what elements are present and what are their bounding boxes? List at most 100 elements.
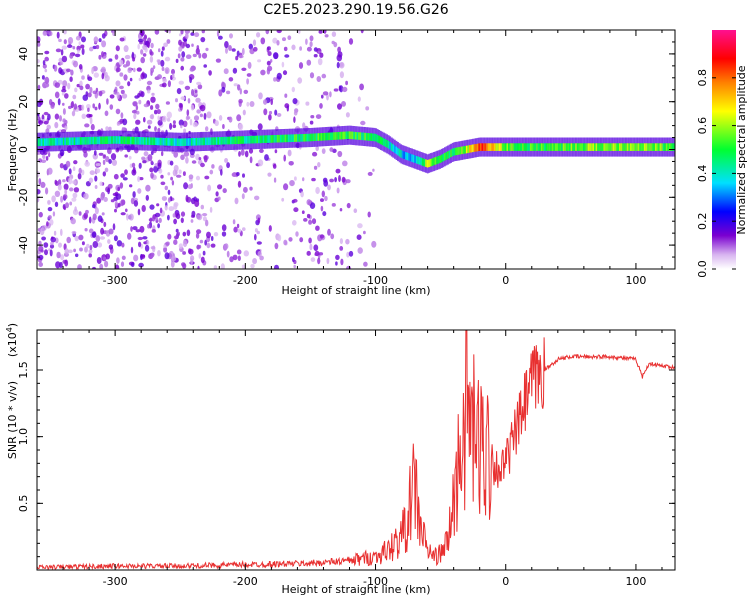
speckle-dot xyxy=(60,152,64,157)
speckle-dot xyxy=(329,178,334,183)
speckle-dot xyxy=(329,147,334,152)
speckle-dot xyxy=(218,89,223,97)
speckle-dot xyxy=(73,60,78,68)
ridge-core xyxy=(106,136,109,144)
speckle-dot xyxy=(339,85,344,93)
speckle-dot xyxy=(323,30,327,34)
speckle-dot xyxy=(58,38,62,43)
speckle-dot xyxy=(257,59,262,63)
ridge-core xyxy=(248,136,251,144)
ridge-core xyxy=(426,160,429,168)
speckle-dot xyxy=(113,235,118,242)
speckle-dot xyxy=(93,72,100,78)
speckle-dot xyxy=(75,35,81,41)
speckle-dot xyxy=(318,30,323,34)
ridge-core xyxy=(173,138,176,146)
speckle-dot xyxy=(63,183,69,190)
speckle-dot xyxy=(198,253,202,259)
ridge-core xyxy=(462,146,465,154)
speckle-dot xyxy=(181,262,186,267)
ridge-core xyxy=(239,136,242,144)
speckle-dot xyxy=(106,98,109,105)
y-tick-label: 40 xyxy=(17,47,30,61)
ridge-core xyxy=(412,154,415,163)
speckle-dot xyxy=(237,255,241,261)
speckle-dot xyxy=(72,192,78,199)
speckle-dot xyxy=(339,71,344,79)
ridge-core xyxy=(204,137,207,146)
speckle-dot xyxy=(244,150,249,158)
speckle-dot xyxy=(67,44,73,48)
ridge-core xyxy=(308,133,310,142)
speckle-dot xyxy=(322,177,328,183)
speckle-dot xyxy=(194,200,200,207)
speckle-dot xyxy=(276,113,282,117)
ridge-core xyxy=(542,143,545,151)
speckle-dot xyxy=(87,76,93,81)
speckle-dot xyxy=(123,74,128,81)
ridge-core xyxy=(276,134,279,143)
speckle-dot xyxy=(178,33,182,37)
ridge-core xyxy=(486,143,488,151)
speckle-dot xyxy=(163,246,168,253)
speckle-dot xyxy=(88,216,92,224)
ridge-core xyxy=(529,143,532,151)
speckle-dot xyxy=(60,228,63,236)
speckle-dot xyxy=(321,190,325,198)
speckle-dot xyxy=(317,162,321,168)
speckle-dot xyxy=(47,207,53,212)
speckle-dot xyxy=(124,169,128,175)
ridge-core xyxy=(651,143,654,151)
ridge-core xyxy=(111,136,113,144)
speckle-dot xyxy=(133,113,137,120)
ridge-core xyxy=(328,132,331,141)
ridge-core xyxy=(319,133,321,141)
ridge-core xyxy=(444,152,446,161)
speckle-dot xyxy=(108,228,114,235)
speckle-dot xyxy=(54,91,60,99)
speckle-dot xyxy=(313,54,318,58)
speckle-dot xyxy=(114,54,119,60)
speckle-dot xyxy=(149,167,154,173)
speckle-dot xyxy=(46,30,50,35)
x-tick-label: 100 xyxy=(625,575,646,588)
speckle-dot xyxy=(346,265,352,269)
speckle-dot xyxy=(140,56,145,64)
speckle-dot xyxy=(250,263,255,269)
speckle-dot xyxy=(189,67,195,72)
speckle-dot xyxy=(152,65,156,69)
speckle-dot xyxy=(221,86,226,93)
bottom-x-axis-label: Height of straight line (km) xyxy=(281,583,430,596)
ridge-core xyxy=(428,159,431,167)
speckle-dot xyxy=(71,197,77,202)
ridge-core xyxy=(79,137,82,145)
speckle-dot xyxy=(144,47,148,53)
speckle-dot xyxy=(299,46,302,51)
ridge-core xyxy=(451,148,454,157)
ridge-core xyxy=(439,155,442,163)
ridge-core xyxy=(458,147,460,155)
speckle-dot xyxy=(190,219,194,223)
speckle-dot xyxy=(175,228,179,233)
speckle-dot xyxy=(81,48,85,55)
speckle-dot xyxy=(199,113,203,118)
speckle-dot xyxy=(74,206,77,212)
ridge-core xyxy=(492,143,495,151)
speckle-dot xyxy=(233,83,238,87)
speckle-dot xyxy=(305,101,310,106)
ridge-core xyxy=(487,143,490,151)
speckle-dot xyxy=(62,118,66,123)
speckle-dot xyxy=(170,176,174,181)
speckle-dot xyxy=(74,53,81,58)
speckle-dot xyxy=(331,203,336,207)
speckle-dot xyxy=(191,89,194,96)
speckle-dot xyxy=(242,227,246,232)
ridge-core xyxy=(431,158,434,166)
ridge-core xyxy=(661,143,663,151)
speckle-dot xyxy=(133,67,136,73)
ridge-core xyxy=(359,132,362,140)
ridge-core xyxy=(315,133,318,141)
ridge-core xyxy=(61,137,63,146)
speckle-dot xyxy=(159,207,163,214)
speckle-dot xyxy=(342,160,348,167)
